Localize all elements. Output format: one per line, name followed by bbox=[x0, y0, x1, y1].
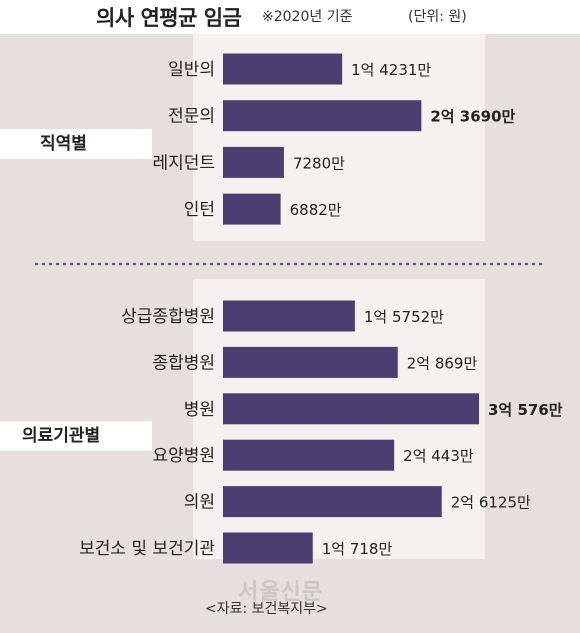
data-label: 1억 5752만 bbox=[364, 308, 444, 326]
category-label: 전문의 bbox=[168, 107, 215, 127]
bar bbox=[223, 439, 395, 471]
category-label: 보건소 및 보건기관 bbox=[79, 539, 215, 559]
bar bbox=[223, 486, 442, 518]
bar bbox=[223, 532, 313, 564]
data-label: 1억 4231만 bbox=[351, 61, 431, 79]
group-label-job: 직역별 bbox=[0, 129, 152, 159]
category-label: 일반의 bbox=[168, 60, 215, 80]
bar bbox=[223, 346, 398, 378]
category-label: 인턴 bbox=[184, 200, 215, 220]
category-label: 병원 bbox=[184, 400, 215, 420]
data-label: 2억 443만 bbox=[403, 447, 474, 465]
category-label: 요양병원 bbox=[152, 446, 215, 466]
data-label: 2억 869만 bbox=[407, 354, 478, 372]
data-label: 1억 718만 bbox=[322, 540, 393, 558]
bar bbox=[223, 146, 284, 178]
data-label: 2억 3690만 bbox=[430, 108, 515, 126]
data-label: 7280만 bbox=[293, 154, 345, 172]
category-label: 레지던트 bbox=[152, 153, 215, 173]
chart-header: 의사 연평균 임금 ※2020년 기준 (단위: 원) bbox=[0, 0, 580, 34]
chart-basis-note: ※2020년 기준 bbox=[262, 9, 353, 25]
category-label: 의원 bbox=[184, 493, 215, 513]
data-label: 6882만 bbox=[290, 201, 342, 219]
bar bbox=[223, 193, 281, 225]
group-label-institution: 의료기관별 bbox=[0, 421, 152, 451]
chart-unit-note: (단위: 원) bbox=[408, 9, 467, 25]
bar bbox=[223, 100, 422, 132]
bar bbox=[223, 300, 355, 332]
source-note: <자료: 보건복지부> bbox=[205, 601, 328, 617]
data-label: 2억 6125만 bbox=[451, 494, 531, 512]
bar bbox=[223, 53, 343, 85]
bar bbox=[223, 393, 479, 425]
chart-title: 의사 연평균 임금 bbox=[96, 6, 242, 30]
data-label: 3억 576만 bbox=[488, 401, 563, 419]
newspaper-watermark: 서울신문 bbox=[238, 580, 323, 605]
category-label: 종합병원 bbox=[152, 353, 215, 373]
category-label: 상급종합병원 bbox=[121, 307, 215, 327]
